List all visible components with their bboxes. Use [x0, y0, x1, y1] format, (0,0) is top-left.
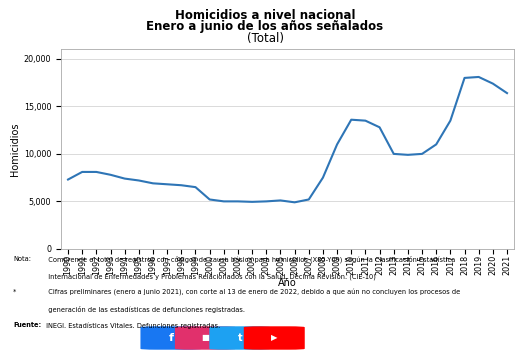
- FancyBboxPatch shape: [175, 326, 236, 350]
- FancyBboxPatch shape: [209, 326, 270, 350]
- Text: generación de las estadísticas de defunciones registradas.: generación de las estadísticas de defunc…: [44, 306, 245, 313]
- Text: Internacional de Enfermedades y Problemas Relacionados con la Salud, Décima Revi: Internacional de Enfermedades y Problema…: [44, 273, 376, 280]
- Text: ■: ■: [201, 334, 209, 342]
- Text: f: f: [169, 333, 173, 343]
- Text: *: *: [13, 289, 16, 295]
- FancyBboxPatch shape: [244, 326, 305, 350]
- X-axis label: Año: Año: [278, 278, 297, 288]
- Text: Cifras preliminares (enero a junio 2021), con corte al 13 de enero de 2022, debi: Cifras preliminares (enero a junio 2021)…: [44, 289, 460, 296]
- Y-axis label: Homicidios: Homicidios: [10, 122, 20, 176]
- Text: t: t: [237, 333, 242, 343]
- Text: Homicidios a nivel nacional: Homicidios a nivel nacional: [175, 9, 355, 22]
- Text: (Total): (Total): [246, 32, 284, 46]
- Text: INEGI. Estadísticas Vitales. Defunciones registradas.: INEGI. Estadísticas Vitales. Defunciones…: [44, 322, 220, 329]
- Text: Comprende el total de registros con códigos de causa básica para homicidios (X85: Comprende el total de registros con códi…: [44, 256, 455, 263]
- Text: Nota:: Nota:: [13, 256, 31, 262]
- Text: Fuente:: Fuente:: [13, 322, 41, 328]
- Text: Informa: Informa: [355, 331, 403, 345]
- Text: INEGI: INEGI: [305, 331, 343, 345]
- Text: Enero a junio de los años señalados: Enero a junio de los años señalados: [146, 20, 384, 34]
- FancyBboxPatch shape: [140, 326, 201, 350]
- Text: ▶: ▶: [271, 334, 278, 342]
